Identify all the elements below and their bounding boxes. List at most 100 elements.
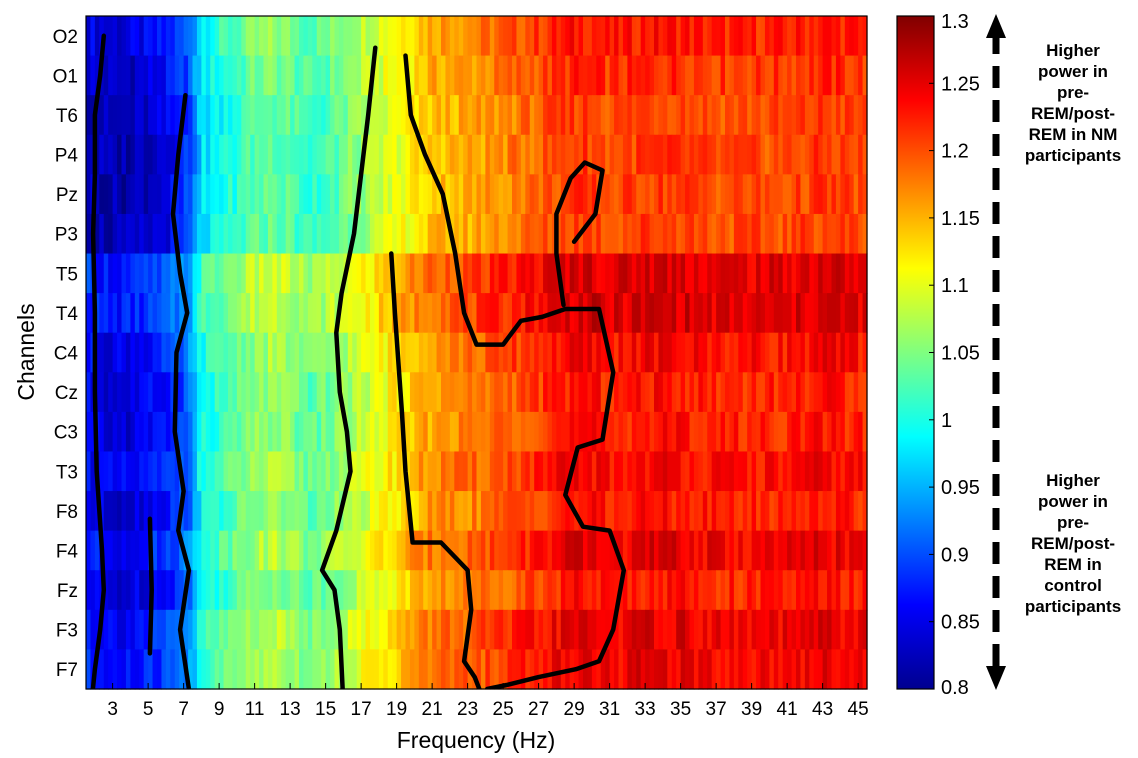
heatmap-cell	[480, 372, 486, 413]
heatmap-cell	[321, 491, 327, 532]
heatmap-cell	[827, 491, 833, 532]
heatmap-cell	[822, 649, 828, 690]
heatmap-cell	[844, 649, 850, 690]
heatmap-cell	[228, 293, 234, 334]
heatmap-cell	[756, 253, 762, 294]
heatmap-cell	[858, 411, 864, 453]
heatmap-cell	[130, 451, 136, 492]
heatmap-cell	[516, 293, 522, 334]
heatmap-cell	[383, 609, 389, 651]
heatmap-cell	[467, 134, 473, 175]
heatmap-cell	[316, 609, 322, 651]
heatmap-cell	[733, 332, 739, 373]
heatmap-cell	[392, 570, 398, 611]
heatmap-cell	[835, 491, 841, 532]
heatmap-cell	[769, 253, 775, 294]
heatmap-cell	[223, 55, 229, 96]
heatmap-cell	[254, 451, 260, 492]
heatmap-cell	[108, 609, 114, 651]
heatmap-cell	[729, 213, 735, 255]
heatmap-cell	[649, 451, 655, 492]
heatmap-cell	[702, 451, 708, 492]
heatmap-cell	[370, 253, 376, 294]
colorbar-tick-label: 0.95	[941, 477, 980, 499]
heatmap-cell	[547, 411, 553, 453]
channel-tick-label: O2	[53, 27, 78, 48]
heatmap-cell	[383, 134, 389, 175]
heatmap-cell	[636, 649, 642, 690]
heatmap-cell	[551, 491, 557, 532]
heatmap-cell	[512, 16, 518, 57]
heatmap-cell	[725, 55, 731, 96]
heatmap-cell	[86, 213, 92, 255]
heatmap-cell	[485, 411, 491, 453]
heatmap-cell	[157, 213, 163, 255]
heatmap-cell	[631, 253, 637, 294]
heatmap-cell	[769, 530, 775, 571]
heatmap-cell	[432, 55, 438, 96]
heatmap-cell	[423, 253, 429, 294]
heatmap-cell	[219, 491, 225, 532]
heatmap-cell	[383, 213, 389, 255]
heatmap-cell	[281, 649, 287, 690]
heatmap-cell	[796, 174, 802, 215]
heatmap-cell	[330, 293, 336, 334]
heatmap-cell	[512, 174, 518, 215]
heatmap-cell	[751, 451, 757, 492]
heatmap-cell	[321, 16, 327, 57]
heatmap-cell	[711, 609, 717, 651]
heatmap-cell	[423, 372, 429, 413]
heatmap-cell	[707, 649, 713, 690]
heatmap-cell	[529, 372, 535, 413]
heatmap-cell	[565, 95, 571, 136]
heatmap-cell	[485, 451, 491, 492]
heatmap-cell	[161, 530, 167, 571]
heatmap-cell	[587, 55, 593, 96]
heatmap-cell	[578, 16, 584, 57]
heatmap-cell	[294, 491, 300, 532]
heatmap-cell	[667, 174, 673, 215]
heatmap-cell	[241, 530, 247, 571]
heatmap-cell	[862, 174, 868, 215]
x-tick-label: 29	[564, 699, 585, 720]
heatmap-cell	[640, 174, 646, 215]
heatmap-cell	[343, 16, 349, 57]
heatmap-cell	[747, 332, 753, 373]
heatmap-cell	[800, 174, 806, 215]
heatmap-cell	[840, 16, 846, 57]
heatmap-cell	[325, 609, 331, 651]
heatmap-cell	[529, 213, 535, 255]
heatmap-cell	[134, 95, 140, 136]
heatmap-cell	[738, 372, 744, 413]
heatmap-cell	[782, 213, 788, 255]
heatmap-cell	[853, 332, 859, 373]
heatmap-cell	[272, 491, 278, 532]
heatmap-cell	[263, 16, 269, 57]
heatmap-cell	[232, 134, 238, 175]
heatmap-cell	[764, 332, 770, 373]
heatmap-cell	[365, 372, 371, 413]
heatmap-cell	[547, 332, 553, 373]
heatmap-cell	[512, 491, 518, 532]
heatmap-cell	[489, 411, 495, 453]
heatmap-cell	[148, 16, 154, 57]
x-tick-label: 35	[670, 699, 691, 720]
heatmap-cell	[649, 649, 655, 690]
heatmap-cell	[747, 134, 753, 175]
heatmap-cell	[272, 451, 278, 492]
heatmap-cell	[516, 570, 522, 611]
heatmap-cell	[432, 570, 438, 611]
heatmap-cell	[565, 332, 571, 373]
heatmap-cell	[534, 253, 540, 294]
heatmap-cell	[587, 570, 593, 611]
heatmap-cell	[711, 293, 717, 334]
heatmap-cell	[689, 95, 695, 136]
heatmap-cell	[281, 253, 287, 294]
heatmap-cell	[494, 570, 500, 611]
heatmap-cell	[463, 649, 469, 690]
heatmap-cell	[174, 530, 180, 571]
heatmap-cell	[525, 491, 531, 532]
heatmap-cell	[538, 95, 544, 136]
heatmap-cell	[627, 570, 633, 611]
heatmap-cell	[729, 372, 735, 413]
